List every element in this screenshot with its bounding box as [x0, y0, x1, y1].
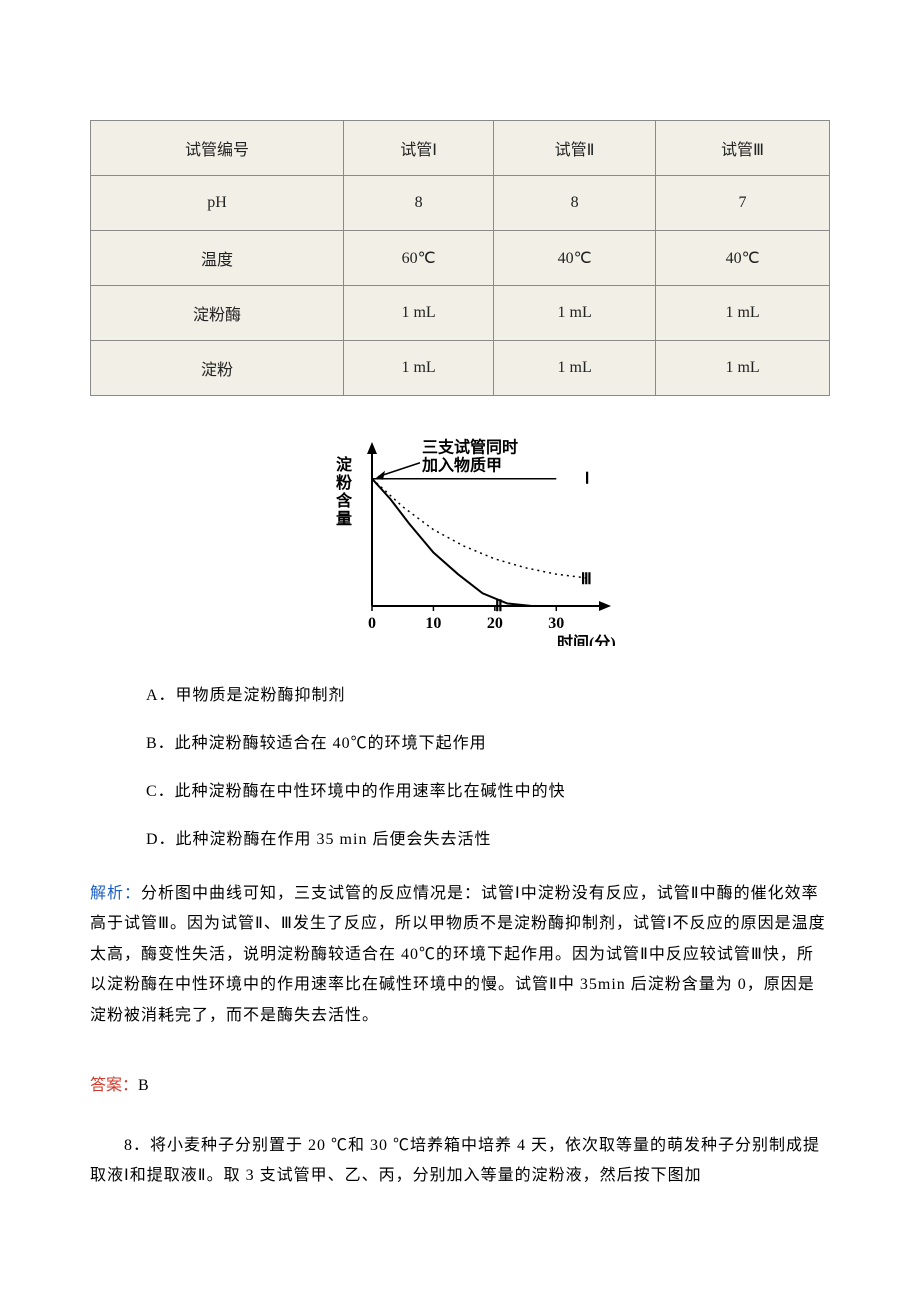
svg-text:Ⅰ: Ⅰ — [585, 471, 590, 488]
experiment-table: 试管编号 试管Ⅰ 试管Ⅱ 试管Ⅲ pH 8 8 7 温度 60℃ 40℃ 40℃… — [90, 120, 830, 396]
svg-text:30: 30 — [548, 615, 564, 632]
table-cell: 试管Ⅱ — [494, 121, 656, 176]
svg-text:量: 量 — [336, 510, 352, 528]
option-b: B．此种淀粉酶较适合在 40℃的环境下起作用 — [146, 729, 830, 753]
svg-text:淀: 淀 — [336, 455, 353, 474]
table-cell: 1 mL — [344, 286, 494, 341]
table-cell: 淀粉 — [91, 341, 344, 396]
table-cell: 1 mL — [344, 341, 494, 396]
chart-container: 0 10 20 30 淀粉含量时间(分) Ⅰ Ⅱ Ⅲ 三支试管同时加入物质甲 — [90, 426, 830, 651]
analysis-label: 解析： — [90, 885, 141, 902]
svg-text:20: 20 — [487, 615, 503, 632]
table-cell: 1 mL — [656, 341, 830, 396]
table-row: 淀粉酶 1 mL 1 mL 1 mL — [91, 286, 830, 341]
svg-text:三支试管同时: 三支试管同时 — [422, 438, 518, 457]
table-cell: 试管编号 — [91, 121, 344, 176]
q8-text: 将小麦种子分别置于 20 ℃和 30 ℃培养箱中培养 4 天，依次取等量的萌发种… — [90, 1137, 820, 1184]
table-cell: 1 mL — [494, 286, 656, 341]
svg-text:粉: 粉 — [336, 473, 352, 492]
table-cell: 1 mL — [494, 341, 656, 396]
q8-number: 8． — [124, 1137, 150, 1154]
analysis-text: 分析图中曲线可知，三支试管的反应情况是：试管Ⅰ中淀粉没有反应，试管Ⅱ中酶的催化效… — [90, 885, 826, 1024]
table-cell: 40℃ — [656, 231, 830, 286]
answer-label: 答案： — [90, 1077, 138, 1094]
table-cell: 试管Ⅲ — [656, 121, 830, 176]
table-cell: 温度 — [91, 231, 344, 286]
table-row: 淀粉 1 mL 1 mL 1 mL — [91, 341, 830, 396]
analysis-block: 解析：分析图中曲线可知，三支试管的反应情况是：试管Ⅰ中淀粉没有反应，试管Ⅱ中酶的… — [90, 879, 830, 1031]
table-cell: 淀粉酶 — [91, 286, 344, 341]
option-c: C．此种淀粉酶在中性环境中的作用速率比在碱性中的快 — [146, 777, 830, 801]
table-row: 试管编号 试管Ⅰ 试管Ⅱ 试管Ⅲ — [91, 121, 830, 176]
table-cell: 7 — [656, 176, 830, 231]
table-cell: 1 mL — [656, 286, 830, 341]
table-cell: 40℃ — [494, 231, 656, 286]
svg-text:时间(分): 时间(分) — [557, 633, 616, 646]
svg-text:0: 0 — [368, 615, 376, 632]
svg-text:加入物质甲: 加入物质甲 — [421, 456, 502, 475]
table-row: pH 8 8 7 — [91, 176, 830, 231]
svg-text:含: 含 — [336, 491, 353, 510]
starch-chart: 0 10 20 30 淀粉含量时间(分) Ⅰ Ⅱ Ⅲ 三支试管同时加入物质甲 — [300, 426, 620, 646]
table-cell: pH — [91, 176, 344, 231]
question-8: 8．将小麦种子分别置于 20 ℃和 30 ℃培养箱中培养 4 天，依次取等量的萌… — [90, 1131, 830, 1192]
table-cell: 60℃ — [344, 231, 494, 286]
page-root: 试管编号 试管Ⅰ 试管Ⅱ 试管Ⅲ pH 8 8 7 温度 60℃ 40℃ 40℃… — [0, 0, 920, 1268]
table-cell: 8 — [344, 176, 494, 231]
answer-options: A．甲物质是淀粉酶抑制剂 B．此种淀粉酶较适合在 40℃的环境下起作用 C．此种… — [146, 681, 830, 849]
answer-value: B — [138, 1077, 149, 1094]
table-cell: 试管Ⅰ — [344, 121, 494, 176]
table-row: 温度 60℃ 40℃ 40℃ — [91, 231, 830, 286]
svg-text:10: 10 — [425, 615, 441, 632]
option-d: D．此种淀粉酶在作用 35 min 后便会失去活性 — [146, 825, 830, 849]
answer-block: 答案：B — [90, 1071, 830, 1095]
table-cell: 8 — [494, 176, 656, 231]
svg-text:Ⅲ: Ⅲ — [581, 571, 592, 588]
option-a: A．甲物质是淀粉酶抑制剂 — [146, 681, 830, 705]
svg-text:Ⅱ: Ⅱ — [495, 598, 503, 615]
